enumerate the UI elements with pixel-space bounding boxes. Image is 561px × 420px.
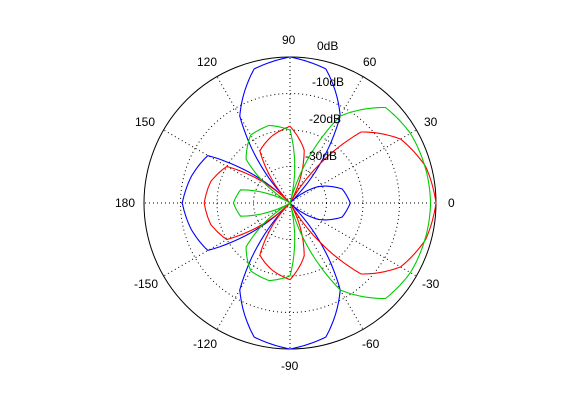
theta-tick-label: 150 <box>135 115 155 129</box>
radius-tick-labels: 0dB -10dB -20dB -30dB <box>305 39 344 163</box>
grid-spoke <box>289 202 417 277</box>
theta-tick-label: 30 <box>424 115 438 129</box>
grid-spoke <box>289 76 364 204</box>
r-tick-label: 0dB <box>317 39 338 53</box>
grid-spoke <box>289 202 364 330</box>
r-tick-label: -20dB <box>309 112 341 126</box>
theta-tick-label: 180 <box>115 196 135 210</box>
theta-tick-label: -90 <box>281 359 299 373</box>
theta-tick-label: 0 <box>448 196 455 210</box>
grid-spoke <box>216 76 291 204</box>
grid-spoke <box>289 129 417 204</box>
grid-spoke <box>216 202 291 330</box>
grid-ring-10 <box>180 93 400 313</box>
series-line-3 <box>232 106 432 300</box>
theta-tick-label: -120 <box>193 337 217 351</box>
theta-tick-label: 60 <box>363 55 377 69</box>
chart-series <box>181 56 437 350</box>
theta-tick-label: -60 <box>362 337 380 351</box>
series-line-2 <box>203 125 437 281</box>
r-tick-label: -30dB <box>305 149 337 163</box>
series-line-1 <box>181 56 351 350</box>
r-tick-label: -10dB <box>312 75 344 89</box>
theta-tick-label: 120 <box>197 55 217 69</box>
theta-tick-label: -150 <box>134 277 158 291</box>
theta-tick-label: 90 <box>282 33 296 47</box>
theta-tick-label: -30 <box>422 277 440 291</box>
angle-tick-labels: 0 30 60 90 120 150 180 -150 -120 -90 -60… <box>115 33 455 373</box>
